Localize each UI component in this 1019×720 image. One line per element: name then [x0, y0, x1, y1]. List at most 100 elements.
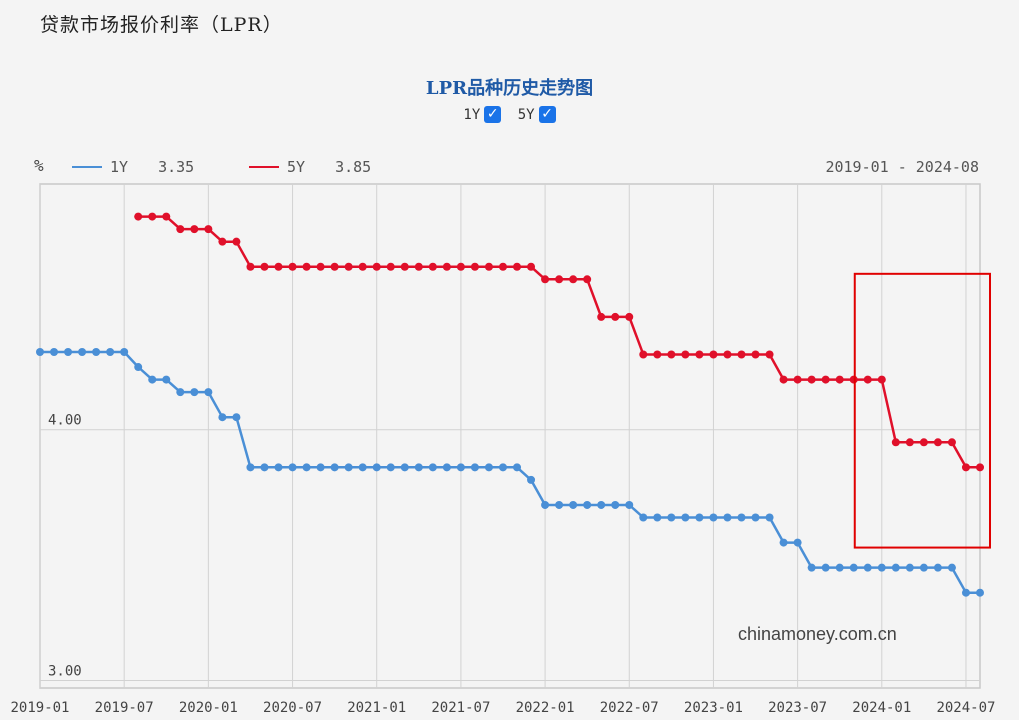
data-point-1y — [877, 563, 886, 572]
toggle-5y-checkbox[interactable]: ✓ — [538, 106, 556, 123]
data-point-1y — [176, 388, 185, 397]
data-point-1y — [274, 463, 283, 472]
data-point-5y — [527, 262, 536, 271]
data-point-5y — [849, 375, 858, 384]
x-tick-label: 2024-07 — [936, 700, 995, 716]
data-point-1y — [583, 500, 592, 509]
data-point-1y — [653, 513, 662, 522]
data-point-1y — [218, 413, 227, 422]
data-point-5y — [204, 225, 213, 234]
data-point-1y — [316, 463, 325, 472]
data-point-1y — [288, 463, 297, 472]
toggle-1y-checkbox[interactable]: ✓ — [484, 106, 502, 123]
data-point-5y — [428, 262, 437, 271]
data-point-1y — [765, 513, 774, 522]
data-point-1y — [569, 500, 578, 509]
data-point-5y — [947, 438, 956, 447]
data-point-5y — [484, 262, 493, 271]
data-point-5y — [555, 275, 564, 284]
data-point-5y — [316, 262, 325, 271]
toggle-1y-label: 1Y — [463, 106, 481, 123]
data-point-1y — [976, 588, 984, 597]
data-point-1y — [386, 463, 395, 472]
data-point-1y — [372, 463, 381, 472]
data-point-1y — [400, 463, 409, 472]
data-point-5y — [148, 212, 157, 221]
date-range: 2019-01 - 2024-08 — [825, 158, 979, 176]
data-point-5y — [877, 375, 886, 384]
data-point-1y — [190, 388, 199, 397]
legend-value-5y: 3.85 — [335, 158, 372, 176]
data-point-5y — [330, 262, 339, 271]
x-tick-label: 2020-07 — [263, 700, 322, 716]
data-point-5y — [821, 375, 830, 384]
highlight-box — [853, 272, 991, 549]
data-point-1y — [344, 463, 353, 472]
x-tick-label: 2019-07 — [95, 700, 154, 716]
data-point-1y — [807, 563, 816, 572]
data-point-5y — [863, 375, 872, 384]
data-point-1y — [106, 348, 115, 356]
data-point-1y — [162, 375, 171, 384]
data-point-1y — [527, 475, 536, 484]
data-point-5y — [737, 350, 746, 359]
y-tick-label: 3.00 — [48, 663, 82, 679]
data-point-1y — [947, 563, 956, 572]
data-point-5y — [456, 262, 465, 271]
x-tick-label: 2023-01 — [684, 700, 743, 716]
x-tick-label: 2021-07 — [431, 700, 490, 716]
data-point-1y — [204, 388, 213, 397]
data-point-1y — [891, 563, 900, 572]
x-tick-label: 2022-07 — [600, 700, 659, 716]
data-point-5y — [386, 262, 395, 271]
toggle-5y[interactable]: 5Y ✓ — [518, 106, 556, 123]
x-tick-label: 2024-01 — [852, 700, 911, 716]
data-point-1y — [667, 513, 676, 522]
plot-area — [39, 183, 981, 689]
data-point-5y — [625, 312, 634, 321]
x-tick-label: 2020-01 — [179, 700, 238, 716]
data-point-1y — [120, 348, 129, 356]
data-point-1y — [64, 348, 73, 356]
data-point-1y — [414, 463, 423, 472]
data-point-1y — [849, 563, 858, 572]
data-point-1y — [695, 513, 704, 522]
data-point-5y — [569, 275, 578, 284]
data-point-1y — [541, 500, 550, 509]
data-point-5y — [288, 262, 297, 271]
data-point-5y — [442, 262, 451, 271]
data-point-1y — [793, 538, 802, 547]
series-toggles: 1Y ✓ 5Y ✓ — [0, 106, 1019, 123]
data-point-5y — [807, 375, 816, 384]
data-point-1y — [835, 563, 844, 572]
data-point-1y — [625, 500, 634, 509]
x-tick-label: 2023-07 — [768, 700, 827, 716]
data-point-5y — [400, 262, 409, 271]
data-point-1y — [498, 463, 507, 472]
toggle-5y-label: 5Y — [517, 106, 535, 123]
data-point-5y — [541, 275, 550, 284]
x-tick-label: 2022-01 — [516, 700, 575, 716]
x-tick-label: 2019-01 — [10, 700, 69, 716]
data-point-1y — [933, 563, 942, 572]
data-point-1y — [639, 513, 648, 522]
data-point-5y — [260, 262, 269, 271]
data-point-5y — [470, 262, 479, 271]
legend-value-1y: 3.35 — [158, 158, 195, 176]
data-point-5y — [905, 438, 914, 447]
data-point-1y — [330, 463, 339, 472]
data-point-1y — [246, 463, 255, 472]
data-point-5y — [723, 350, 732, 359]
data-point-5y — [246, 262, 255, 271]
data-point-5y — [779, 375, 788, 384]
data-point-1y — [597, 500, 606, 509]
data-point-1y — [723, 513, 732, 522]
data-point-5y — [765, 350, 774, 359]
legend-item-1y: 1Y 3.35 — [72, 158, 194, 176]
toggle-1y[interactable]: 1Y ✓ — [463, 106, 502, 123]
data-point-5y — [891, 438, 900, 447]
data-point-5y — [176, 225, 185, 234]
data-point-1y — [470, 463, 479, 472]
legend-name-1y: 1Y — [110, 158, 129, 176]
